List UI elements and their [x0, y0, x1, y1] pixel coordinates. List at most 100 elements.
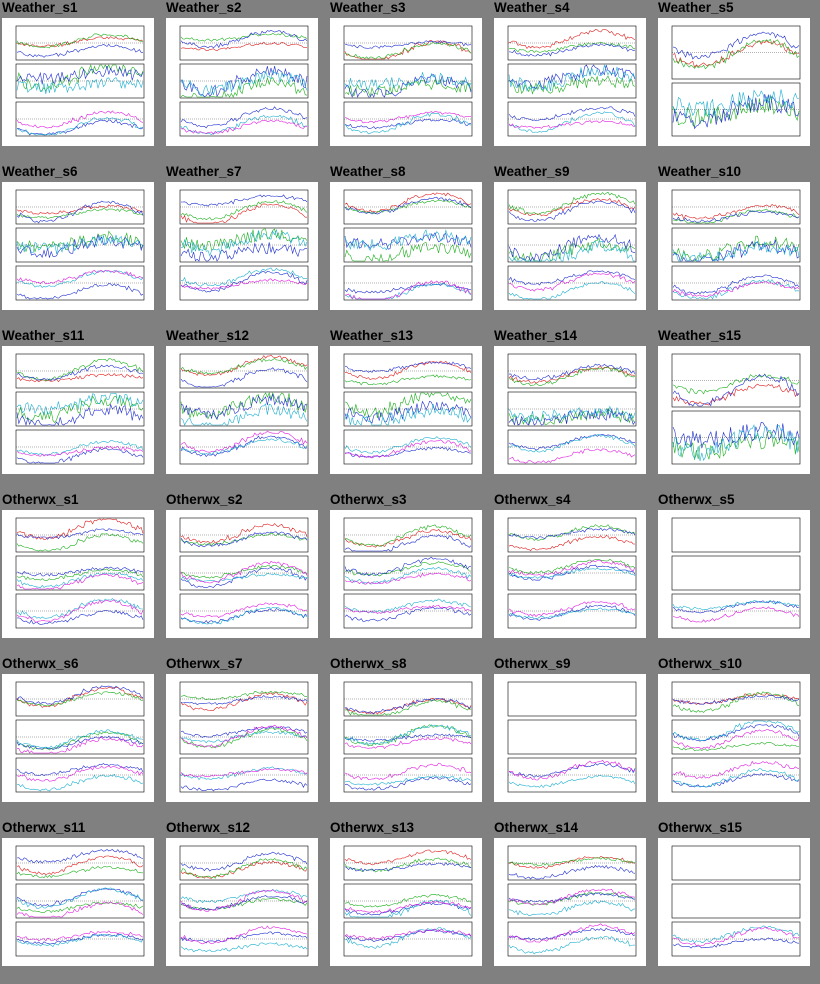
series-line — [180, 357, 308, 375]
thumbnail-cell[interactable]: Otherwx_s3 — [328, 492, 492, 638]
series-line — [508, 407, 636, 426]
series-line — [508, 29, 636, 50]
thumbnail-cell[interactable]: Otherwx_s4 — [492, 492, 656, 638]
thumbnail-cell[interactable]: Otherwx_s9 — [492, 656, 656, 802]
thumbnail-cell[interactable]: Weather_s2 — [164, 0, 328, 146]
series-line — [180, 897, 308, 911]
thumbnail-image[interactable] — [658, 674, 810, 802]
thumbnail-cell[interactable]: Otherwx_s13 — [328, 820, 492, 966]
series-line — [17, 609, 144, 625]
series-line — [672, 210, 800, 223]
thumbnail-cell[interactable]: Weather_s4 — [492, 0, 656, 146]
thumbnail-cell[interactable]: Otherwx_s15 — [656, 820, 820, 966]
series-line — [672, 424, 800, 462]
thumbnail-image[interactable] — [658, 18, 810, 146]
series-line — [672, 279, 800, 300]
thumbnail-plot — [343, 353, 473, 465]
thumbnail-image[interactable] — [166, 510, 318, 638]
series-line — [345, 698, 472, 714]
thumbnail-cell[interactable]: Weather_s3 — [328, 0, 492, 146]
thumbnail-image[interactable] — [494, 182, 646, 310]
thumbnail-cell[interactable]: Otherwx_s11 — [0, 820, 164, 966]
thumbnail-cell[interactable]: Otherwx_s6 — [0, 656, 164, 802]
thumbnail-title: Weather_s8 — [330, 164, 406, 179]
thumbnail-image[interactable] — [494, 838, 646, 966]
series-line — [180, 367, 308, 388]
thumbnail-image[interactable] — [494, 346, 646, 474]
series-line — [16, 110, 144, 129]
thumbnail-image[interactable] — [494, 18, 646, 146]
thumbnail-image[interactable] — [166, 346, 318, 474]
series-line — [344, 242, 472, 262]
thumbnail-image[interactable] — [166, 838, 318, 966]
thumbnail-image[interactable] — [166, 674, 318, 802]
thumbnail-cell[interactable]: Otherwx_s1 — [0, 492, 164, 638]
thumbnail-image[interactable] — [658, 182, 810, 310]
series-line — [344, 40, 472, 49]
thumbnail-cell[interactable]: Weather_s8 — [328, 164, 492, 310]
thumbnail-title: Weather_s6 — [2, 164, 78, 179]
thumbnail-image[interactable] — [658, 346, 810, 474]
thumbnail-cell[interactable]: Weather_s10 — [656, 164, 820, 310]
thumbnail-image[interactable] — [166, 18, 318, 146]
series-line — [180, 30, 308, 49]
thumbnail-cell[interactable]: Otherwx_s8 — [328, 656, 492, 802]
series-line — [508, 191, 636, 215]
series-line — [508, 433, 636, 451]
thumbnail-image[interactable] — [330, 182, 482, 310]
thumbnail-image[interactable] — [330, 346, 482, 474]
series-line — [672, 694, 800, 705]
series-line — [508, 448, 636, 464]
thumbnail-cell[interactable]: Otherwx_s7 — [164, 656, 328, 802]
thumbnail-image[interactable] — [2, 674, 154, 802]
series-line — [180, 725, 308, 738]
thumbnail-cell[interactable]: Weather_s9 — [492, 164, 656, 310]
series-line — [344, 929, 472, 942]
thumbnail-cell[interactable]: Weather_s1 — [0, 0, 164, 146]
thumbnail-image[interactable] — [2, 346, 154, 474]
series-line — [672, 600, 800, 614]
thumbnail-cell[interactable]: Weather_s15 — [656, 328, 820, 474]
series-line — [180, 194, 308, 207]
thumbnail-image[interactable] — [2, 510, 154, 638]
series-line — [508, 927, 636, 941]
series-line — [508, 41, 636, 54]
thumbnail-plot — [343, 25, 473, 137]
series-line — [344, 862, 472, 872]
thumbnail-cell[interactable]: Weather_s13 — [328, 328, 492, 474]
thumbnail-cell[interactable]: Weather_s14 — [492, 328, 656, 474]
thumbnail-cell[interactable]: Weather_s7 — [164, 164, 328, 310]
thumbnail-plot — [343, 189, 473, 301]
series-line — [16, 440, 144, 456]
thumbnail-image[interactable] — [330, 674, 482, 802]
series-line — [180, 392, 308, 421]
series-line — [672, 772, 800, 788]
series-line — [180, 608, 308, 624]
thumbnail-image[interactable] — [658, 838, 810, 966]
series-line — [16, 773, 144, 792]
thumbnail-image[interactable] — [166, 182, 318, 310]
thumbnail-cell[interactable]: Otherwx_s5 — [656, 492, 820, 638]
series-line — [16, 358, 144, 381]
thumbnail-image[interactable] — [2, 182, 154, 310]
thumbnail-image[interactable] — [494, 510, 646, 638]
thumbnail-cell[interactable]: Otherwx_s2 — [164, 492, 328, 638]
thumbnail-image[interactable] — [494, 674, 646, 802]
thumbnail-title: Weather_s15 — [658, 328, 742, 343]
thumbnail-cell[interactable]: Otherwx_s12 — [164, 820, 328, 966]
thumbnail-cell[interactable]: Otherwx_s10 — [656, 656, 820, 802]
thumbnail-cell[interactable]: Weather_s5 — [656, 0, 820, 146]
series-line — [508, 106, 636, 122]
thumbnail-image[interactable] — [2, 18, 154, 146]
thumbnail-image[interactable] — [330, 18, 482, 146]
thumbnail-image[interactable] — [658, 510, 810, 638]
series-line — [672, 383, 800, 406]
thumbnail-cell[interactable]: Weather_s12 — [164, 328, 328, 474]
thumbnail-image[interactable] — [330, 838, 482, 966]
thumbnail-cell[interactable]: Weather_s11 — [0, 328, 164, 474]
series-line — [16, 887, 144, 909]
thumbnail-cell[interactable]: Otherwx_s14 — [492, 820, 656, 966]
thumbnail-image[interactable] — [2, 838, 154, 966]
thumbnail-cell[interactable]: Weather_s6 — [0, 164, 164, 310]
thumbnail-image[interactable] — [330, 510, 482, 638]
